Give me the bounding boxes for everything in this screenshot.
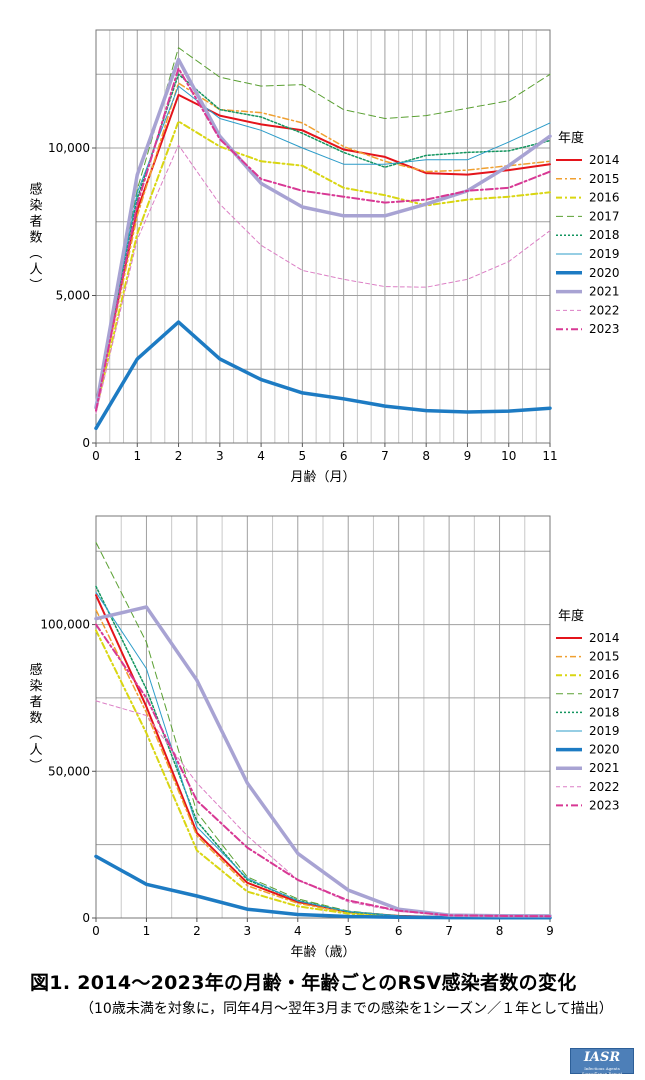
legend-label-2019: 2019 — [589, 247, 620, 261]
y-axis-title-char: 染 — [29, 199, 42, 214]
legend-label-2023: 2023 — [589, 798, 620, 812]
x-tick-label: 8 — [496, 924, 504, 938]
x-tick-label: 2 — [175, 449, 183, 463]
plot-frame — [95, 515, 551, 919]
figure-caption-note: （10歳未満を対象に，同年4月～翌年3月までの感染を1シーズン／１年として描出） — [80, 1001, 613, 1017]
x-tick-label: 8 — [422, 449, 430, 463]
y-axis-title-char: ） — [27, 278, 42, 291]
iasr-logo-subtext: Infectious Agents Surveillance Report — [581, 1066, 623, 1076]
legend-label-2022: 2022 — [589, 780, 620, 794]
y-axis-title-char: ） — [27, 758, 42, 771]
x-tick-label: 6 — [340, 449, 348, 463]
x-axis-title: 年齢（歳） — [290, 945, 355, 960]
x-tick-label: 1 — [133, 449, 141, 463]
legend-label-2016: 2016 — [589, 668, 620, 682]
x-tick-label: 1 — [143, 924, 151, 938]
y-axis-title-char: 数 — [29, 231, 42, 246]
monthly-age-chart: 0 1 2 3 4 5 6 7 8 9 10 11 0 5,000 10,000 月齢（月） 感染者数（ 人） 年度… — [27, 29, 620, 485]
y-axis-title-char: （ — [27, 726, 42, 739]
y-axis-title-char: 者 — [29, 695, 42, 710]
x-tick-label: 3 — [216, 449, 224, 463]
x-tick-label: 3 — [244, 924, 252, 938]
x-tick-label: 9 — [464, 449, 472, 463]
y-tick-label: 0 — [82, 911, 90, 925]
y-axis-title: 感染者数（ 人） — [27, 182, 43, 292]
series-line-2020 — [94, 320, 552, 431]
series-line-2015 — [95, 82, 551, 409]
x-tick-label: 0 — [92, 449, 100, 463]
series-line-2014 — [95, 93, 551, 406]
legend-label-2021: 2021 — [589, 285, 620, 299]
y-tick-label: 50,000 — [48, 764, 90, 778]
x-tick-label: 5 — [299, 449, 307, 463]
plot-area — [96, 30, 550, 443]
legend-label-2018: 2018 — [589, 705, 620, 719]
x-tick-label: 7 — [445, 924, 453, 938]
series-line-2017 — [95, 541, 551, 918]
x-axis-title: 月齢（月） — [290, 470, 355, 485]
legend-label-2018: 2018 — [589, 228, 620, 242]
y-axis-title-char: 数 — [29, 711, 42, 726]
y-tick-label: 5,000 — [56, 289, 90, 303]
legend-label-2017: 2017 — [589, 687, 620, 701]
series-line-2016 — [95, 120, 551, 412]
x-tick-label: 5 — [344, 924, 352, 938]
yearly-age-chart: 0 1 2 3 4 5 6 7 8 9 0 50,000 100,000 年齢（歳） 感染者数（ 人） 年度 20… — [27, 515, 620, 960]
x-tick-label: 4 — [257, 449, 265, 463]
series-line-2018 — [95, 73, 551, 406]
legend-title: 年度 — [558, 608, 584, 624]
y-axis-title-char: （ — [27, 246, 42, 259]
legend-label-2020: 2020 — [589, 743, 620, 757]
y-axis-title-char: 染 — [29, 679, 42, 694]
y-axis-title-char: 人 — [29, 743, 42, 758]
x-tick-label: 6 — [395, 924, 403, 938]
x-tick-label: 11 — [542, 449, 557, 463]
chart-figure: 0 1 2 3 4 5 6 7 8 9 10 1105,00010,000月齢（月）感染者数（人）年度… — [27, 29, 620, 960]
series-line-2019 — [95, 85, 551, 406]
legend-label-2020: 2020 — [589, 266, 620, 280]
x-tick-label: 0 — [92, 924, 100, 938]
legend-label-2017: 2017 — [589, 209, 620, 223]
y-tick-label: 10,000 — [48, 141, 90, 155]
y-axis-title: 感染者数（ 人） — [27, 662, 43, 772]
legend-label-2016: 2016 — [589, 191, 620, 205]
legend: 年度 2014 2015 2016 2017 2018 2019 2020 2021 2022 20… — [556, 608, 620, 812]
legend-label-2022: 2022 — [589, 303, 620, 317]
series-line-2020 — [94, 854, 552, 920]
series-line-2023 — [95, 623, 551, 918]
series-line-2021 — [94, 57, 552, 410]
figure-caption-title: 図1. 2014～2023年の月齢・年齢ごとのRSV感染者数の変化 — [30, 972, 577, 994]
x-tick-label: 2 — [193, 924, 201, 938]
x-tick-label: 7 — [381, 449, 389, 463]
y-tick-label: 100,000 — [40, 618, 90, 632]
plot-frame — [95, 29, 551, 444]
legend-label-2015: 2015 — [589, 650, 620, 664]
y-axis-title-char: 人 — [29, 263, 42, 278]
y-axis-title-char: 者 — [29, 215, 42, 230]
legend-title: 年度 — [558, 130, 584, 146]
legend-label-2019: 2019 — [589, 724, 620, 738]
y-tick-label: 0 — [82, 436, 90, 450]
legend: 年度 2014 2015 2016 2017 2018 2019 2020 2021 2022 20… — [556, 130, 620, 336]
x-tick-label: 10 — [501, 449, 516, 463]
x-tick-label: 9 — [546, 924, 554, 938]
legend-label-2014: 2014 — [589, 153, 620, 167]
legend-label-2023: 2023 — [589, 322, 620, 336]
x-tick-label: 4 — [294, 924, 302, 938]
legend-label-2014: 2014 — [589, 631, 620, 645]
iasr-logo-text: IASR — [583, 1050, 621, 1065]
legend-label-2021: 2021 — [589, 761, 620, 775]
y-axis-title-char: 感 — [29, 662, 42, 678]
series-line-2023 — [95, 67, 551, 412]
legend-label-2015: 2015 — [589, 172, 620, 186]
series-line-2017 — [95, 47, 551, 403]
y-axis-title-char: 感 — [29, 182, 42, 198]
iasr-logo: IASR Infectious Agents Surveillance Repo… — [570, 1048, 634, 1076]
